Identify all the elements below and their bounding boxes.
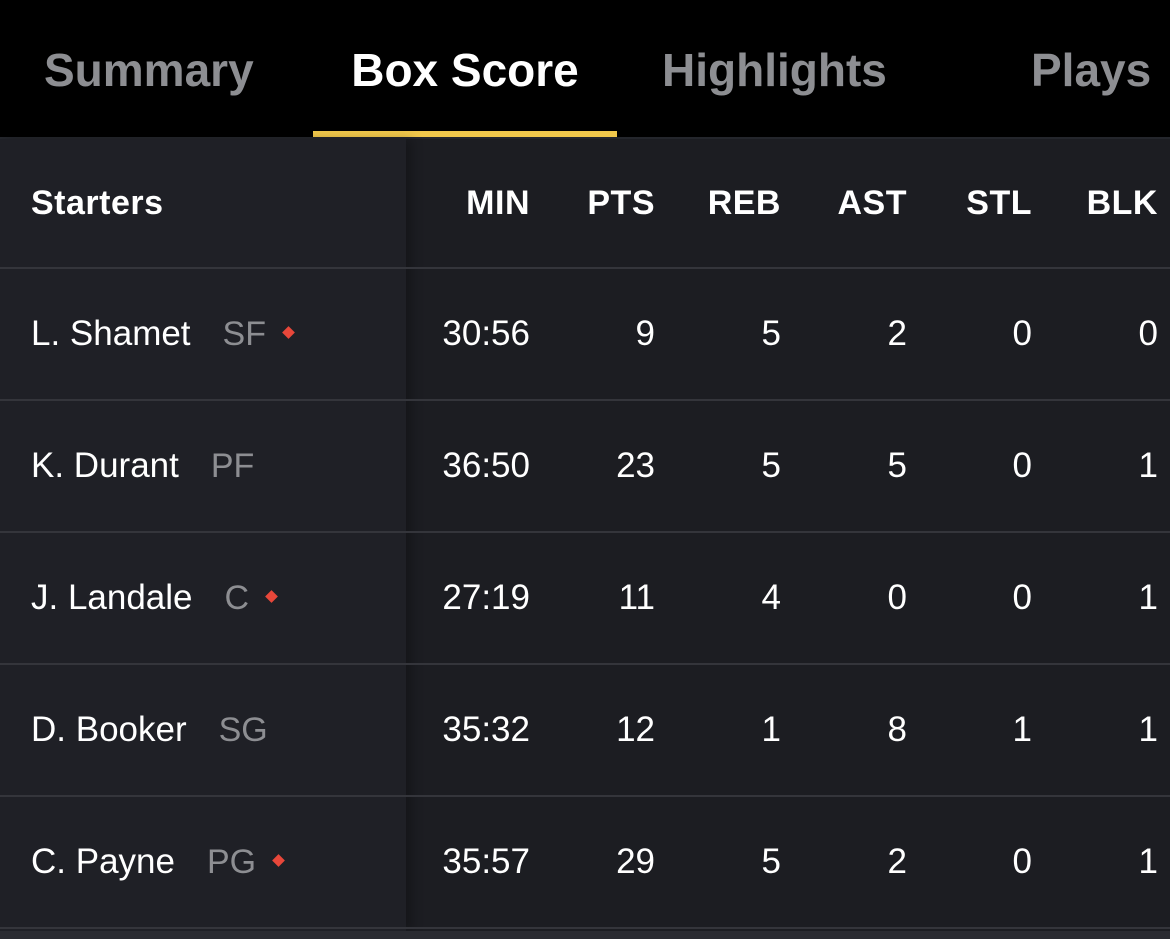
starters-header: Starters [31, 183, 164, 222]
player-position: C [224, 578, 250, 617]
tab-summary[interactable]: Summary [44, 44, 254, 96]
min-cell: 35:32 [442, 710, 530, 749]
reb-cell: 5 [761, 314, 781, 353]
ast-cell: 0 [887, 578, 907, 617]
status-diamond-icon [265, 589, 278, 603]
status-diamond-icon [282, 325, 295, 339]
table-row[interactable]: D. Booker SG 35:32 12 1 8 1 1 [0, 665, 1170, 797]
table-row[interactable]: C. Payne PG 35:57 29 5 2 0 1 [0, 797, 1170, 929]
table-row[interactable]: J. Landale C 27:19 11 4 0 0 1 [0, 533, 1170, 665]
table-header-row: Starters MIN PTS REB AST STL BLK [0, 139, 1170, 269]
tab-highlights[interactable]: Highlights [662, 44, 887, 96]
min-cell: 35:57 [442, 842, 530, 881]
tab-plays[interactable]: Plays [1031, 44, 1152, 96]
ast-cell: 2 [887, 842, 907, 881]
blk-cell: 1 [1138, 578, 1158, 617]
min-cell: 30:56 [442, 314, 530, 353]
player-position: SF [222, 314, 266, 353]
player-position: PG [206, 842, 257, 881]
stl-cell: 0 [1012, 578, 1032, 617]
pts-cell: 12 [616, 710, 655, 749]
blk-cell: 0 [1138, 314, 1158, 353]
stl-cell: 0 [1012, 446, 1032, 485]
reb-column-header[interactable]: REB [707, 183, 781, 222]
table-row[interactable]: L. Shamet SF 30:56 9 5 2 0 0 [0, 269, 1170, 401]
stl-cell: 0 [1012, 314, 1032, 353]
reb-cell: 4 [761, 578, 781, 617]
player-name[interactable]: K. Durant [31, 446, 179, 485]
tab-bar: Summary Box Score Highlights Plays [0, 0, 1170, 139]
pts-column-header[interactable]: PTS [587, 183, 655, 222]
reb-cell: 1 [761, 710, 781, 749]
player-position: PF [210, 446, 255, 485]
table-row[interactable]: K. Durant PF 36:50 23 5 5 0 1 [0, 401, 1170, 533]
player-cell[interactable]: J. Landale C [31, 533, 278, 663]
box-score-table: Starters MIN PTS REB AST STL BLK L. Sham… [0, 139, 1170, 939]
reb-cell: 5 [761, 446, 781, 485]
player-name[interactable]: D. Booker [31, 710, 187, 749]
pts-cell: 29 [616, 842, 655, 881]
ast-cell: 8 [887, 710, 907, 749]
ast-cell: 5 [887, 446, 907, 485]
pts-cell: 11 [618, 578, 655, 617]
player-cell[interactable]: L. Shamet SF [31, 269, 295, 399]
ast-column-header[interactable]: AST [837, 183, 907, 222]
status-diamond-icon [272, 853, 285, 867]
min-column-header[interactable]: MIN [466, 183, 530, 222]
blk-cell: 1 [1138, 842, 1158, 881]
blk-cell: 1 [1138, 446, 1158, 485]
player-cell[interactable]: K. Durant PF [31, 401, 254, 531]
player-name[interactable]: J. Landale [31, 578, 193, 617]
stl-cell: 0 [1012, 842, 1032, 881]
player-cell[interactable]: D. Booker SG [31, 665, 268, 795]
player-name[interactable]: C. Payne [31, 842, 175, 881]
blk-cell: 1 [1138, 710, 1158, 749]
player-column-background [0, 139, 406, 931]
stl-cell: 1 [1012, 710, 1032, 749]
player-cell[interactable]: C. Payne PG [31, 797, 285, 927]
min-cell: 27:19 [442, 578, 530, 617]
blk-column-header[interactable]: BLK [1086, 183, 1158, 222]
player-name[interactable]: L. Shamet [31, 314, 191, 353]
min-cell: 36:50 [442, 446, 530, 485]
player-position: SG [218, 710, 268, 749]
table-bottom-divider [0, 931, 1170, 939]
pts-cell: 9 [635, 314, 655, 353]
stl-column-header[interactable]: STL [966, 183, 1032, 222]
reb-cell: 5 [761, 842, 781, 881]
ast-cell: 2 [887, 314, 907, 353]
pts-cell: 23 [616, 446, 655, 485]
tab-box-score[interactable]: Box Score [351, 44, 579, 96]
active-tab-indicator [313, 131, 617, 137]
